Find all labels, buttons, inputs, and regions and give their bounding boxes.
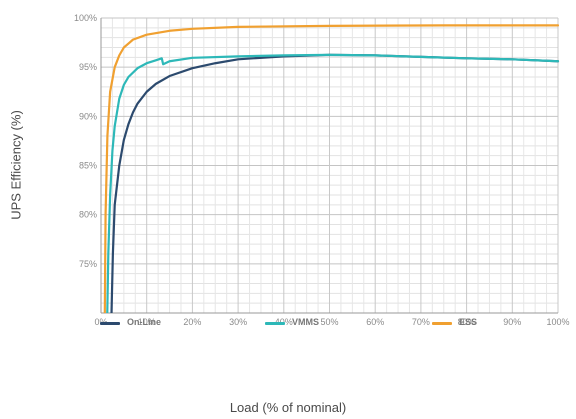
x-tick-label: 100% <box>546 317 569 327</box>
y-tick-label: 80% <box>79 210 97 220</box>
y-axis-title: UPS Efficiency (%) <box>8 110 24 220</box>
x-tick-label: 20% <box>183 317 201 327</box>
legend-swatch-online <box>100 322 120 325</box>
y-tick-label: 85% <box>79 161 97 171</box>
tick-labels: 75%80%85%90%95%100%0%10%20%30%40%50%60%7… <box>74 13 570 327</box>
legend-label-online: On-Line <box>127 317 161 327</box>
series-lines <box>103 24 560 313</box>
x-tick-label: 70% <box>412 317 430 327</box>
series-line-ess <box>103 24 560 313</box>
x-tick-label: 60% <box>366 317 384 327</box>
series-line-vmms <box>106 53 560 313</box>
grid <box>100 17 559 313</box>
x-tick-label: 10% <box>138 317 156 327</box>
legend-label-ess: ESS <box>459 317 478 327</box>
x-tick-label: 30% <box>229 317 247 327</box>
x-tick-label: 50% <box>320 317 338 327</box>
axes <box>100 18 558 314</box>
legend-swatch-ess <box>432 322 452 325</box>
y-tick-label: 100% <box>74 13 97 23</box>
x-tick-label: 90% <box>503 317 521 327</box>
x-tick-label: 80% <box>458 317 476 327</box>
legend-swatch-vmms <box>265 322 285 325</box>
y-tick-label: 95% <box>79 62 97 72</box>
x-axis-title: Load (% of nominal) <box>229 400 347 415</box>
y-axis-title-wrap: UPS Efficiency (%) <box>3 90 29 240</box>
y-tick-label: 90% <box>79 111 97 121</box>
legend-label-vmms: VMMS <box>292 317 319 327</box>
y-tick-label: 75% <box>79 259 97 269</box>
